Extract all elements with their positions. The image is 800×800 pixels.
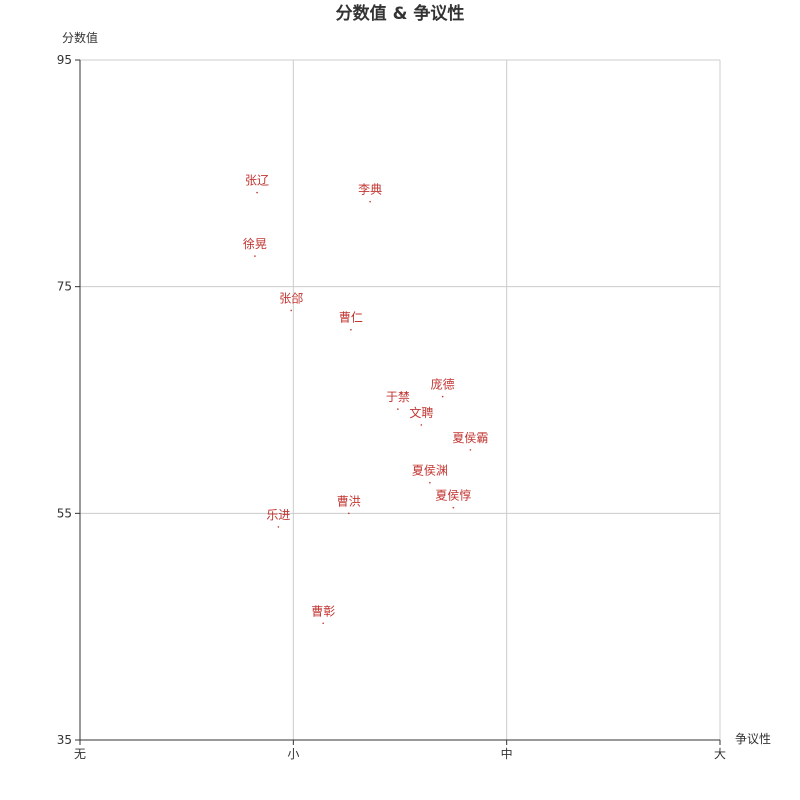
chart-title: 分数值 & 争议性 xyxy=(336,3,465,24)
data-label: 张郃 xyxy=(279,291,303,305)
x-tick-label: 大 xyxy=(714,747,726,761)
data-label: 夏侯惇 xyxy=(435,489,471,503)
data-point xyxy=(290,309,293,312)
data-point xyxy=(469,449,472,451)
data-point xyxy=(369,200,371,203)
data-label: 庞德 xyxy=(431,377,455,392)
data-label: 乐进 xyxy=(266,508,290,522)
data-label: 夏侯渊 xyxy=(412,464,448,478)
x-tick-label: 小 xyxy=(287,747,299,761)
x-axis-name: 争议性 xyxy=(735,732,771,746)
y-tick-label: 55 xyxy=(57,506,72,520)
data-point xyxy=(350,328,352,331)
tick-labels: 35 55 75 95 无 小 中 大 xyxy=(57,53,726,761)
y-tick-label: 35 xyxy=(57,733,72,747)
y-tick-label: 75 xyxy=(57,280,72,294)
y-axis-name: 分数值 xyxy=(62,30,98,45)
data-label: 文聘 xyxy=(409,405,433,420)
data-label: 张辽 xyxy=(245,174,269,188)
data-label: 李典 xyxy=(358,182,382,197)
data-label: 曹彰 xyxy=(311,603,335,618)
x-tick-label: 中 xyxy=(501,746,513,761)
data-point xyxy=(429,481,431,484)
data-point xyxy=(420,424,423,426)
grid-lines xyxy=(80,59,721,740)
data-point xyxy=(452,506,455,509)
data-point xyxy=(254,255,256,257)
data-point xyxy=(397,408,399,410)
data-point xyxy=(256,191,258,194)
data-label: 徐晃 xyxy=(243,236,267,251)
x-tick-label: 无 xyxy=(74,747,86,761)
data-point xyxy=(277,526,280,528)
axes xyxy=(75,59,721,745)
data-label: 于禁 xyxy=(386,390,410,404)
data-point xyxy=(348,512,350,515)
y-tick-label: 95 xyxy=(57,53,72,67)
data-label: 曹洪 xyxy=(337,494,361,508)
data-label: 夏侯霸 xyxy=(452,431,488,445)
data-label: 曹仁 xyxy=(339,311,363,325)
data-point xyxy=(322,622,325,625)
data-point xyxy=(441,395,444,398)
